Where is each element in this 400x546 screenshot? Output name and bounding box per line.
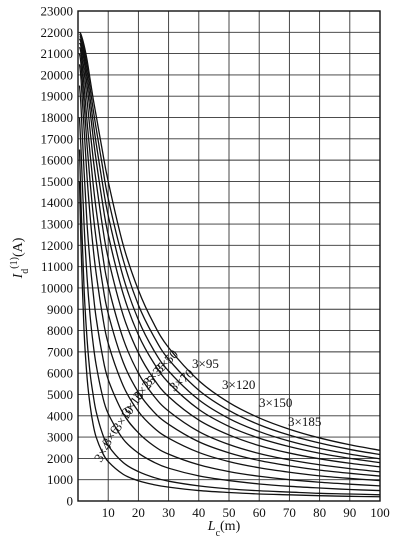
series-curve	[78, 35, 381, 460]
y-tick-label: 4000	[47, 408, 73, 423]
curve-layer	[78, 31, 381, 498]
x-tick-label: 20	[132, 505, 145, 520]
y-tick-label: 3000	[47, 430, 73, 445]
series-label: 3×150	[259, 395, 292, 410]
x-axis-title-sub: c	[216, 528, 221, 539]
series-curve	[78, 181, 381, 498]
x-tick-label: 90	[343, 505, 356, 520]
y-tick-label: 6000	[47, 366, 73, 381]
y-tick-label: 5000	[47, 387, 73, 402]
y-tick-label: 7000	[47, 344, 73, 359]
series-curve	[78, 42, 381, 468]
series-label: 3×185	[288, 414, 321, 429]
tick-label-layer: 10 20 30 40 50 60 70 80 90 1000100020003000400050…	[41, 4, 390, 521]
series-curve	[78, 64, 381, 482]
x-tick-label: 40	[192, 505, 205, 520]
y-axis-title-unit: (A)	[11, 237, 26, 257]
y-tick-label: 23000	[41, 4, 74, 19]
y-axis-title-sup: (1)	[9, 257, 20, 269]
y-tick-label: 17000	[41, 131, 74, 146]
series-curve	[78, 31, 381, 451]
y-axis-title: Id(1)(A)	[9, 237, 31, 279]
y-tick-label: 14000	[41, 195, 74, 210]
x-tick-label: 80	[313, 505, 326, 520]
y-tick-label: 21000	[41, 46, 74, 61]
y-tick-label: 12000	[41, 238, 74, 253]
x-tick-label: 60	[253, 505, 266, 520]
series-curve	[78, 85, 381, 487]
x-axis-title-unit: (m)	[220, 519, 241, 534]
plot-frame	[77, 10, 381, 502]
y-tick-label: 13000	[41, 217, 74, 232]
x-tick-label: 100	[370, 505, 390, 520]
frame-layer	[77, 10, 381, 502]
y-tick-label: 2000	[47, 451, 73, 466]
y-tick-label: 19000	[41, 89, 74, 104]
y-tick-label: 8000	[47, 323, 73, 338]
y-tick-label: 20000	[41, 67, 74, 82]
y-tick-label: 10000	[41, 280, 74, 295]
y-axis-title-sub: d	[20, 269, 31, 274]
y-axis-title-main: I	[11, 272, 26, 279]
x-tick-label: 50	[223, 505, 236, 520]
series-curve	[78, 47, 381, 473]
y-tick-label: 18000	[41, 110, 74, 125]
series-curve	[78, 117, 381, 492]
x-axis-title-main: L	[207, 519, 216, 534]
series-label: 3×120	[222, 377, 255, 392]
series-label: 3×95	[192, 356, 219, 371]
x-tick-label: 30	[162, 505, 175, 520]
y-tick-label: 9000	[47, 302, 73, 317]
curve-label-layer: 3×43×63×103×163×253×353×503×703×953×1203…	[91, 347, 322, 465]
y-tick-label: 22000	[41, 25, 74, 40]
x-tick-label: 70	[283, 505, 296, 520]
series-curve	[78, 38, 381, 464]
y-tick-label: 0	[67, 494, 74, 509]
x-tick-label: 10	[102, 505, 115, 520]
x-axis-title: Lc(m)	[207, 519, 241, 539]
grid-layer	[78, 10, 381, 502]
y-tick-label: 15000	[41, 174, 74, 189]
y-tick-label: 1000	[47, 472, 73, 487]
series-curve	[78, 149, 381, 496]
series-curve	[78, 33, 381, 456]
y-tick-label: 11000	[41, 259, 73, 274]
y-tick-label: 16000	[41, 153, 74, 168]
series-curve	[78, 53, 381, 477]
